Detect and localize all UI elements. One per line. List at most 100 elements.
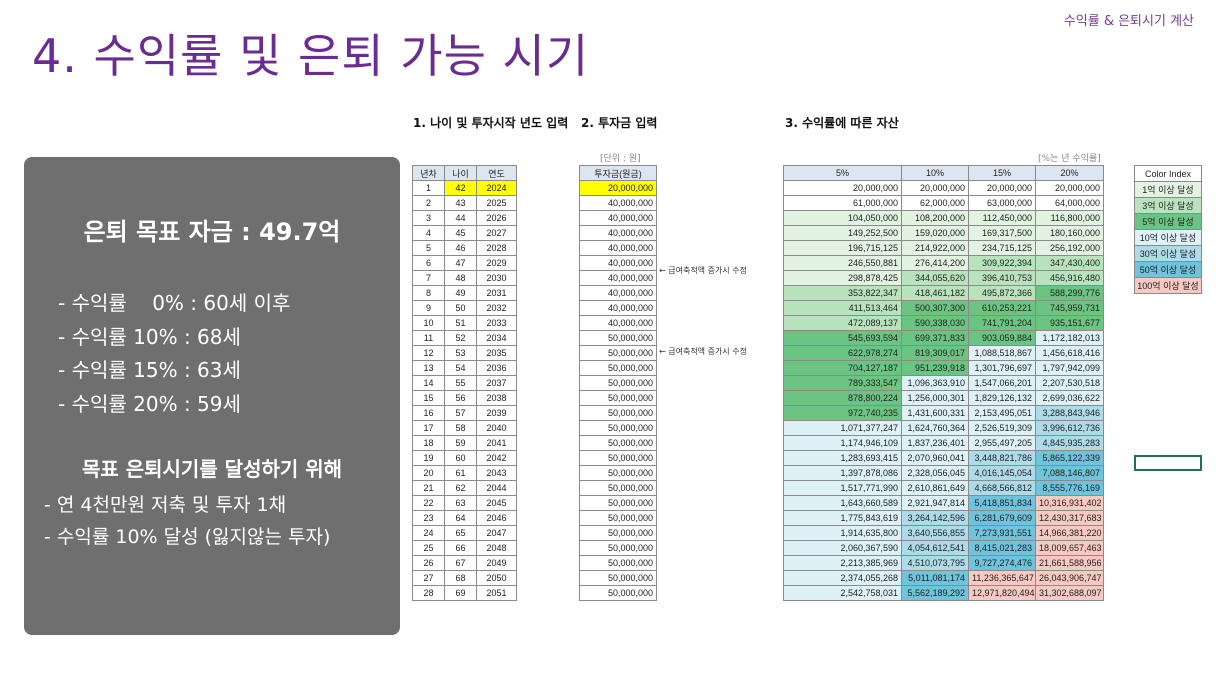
- age-cell[interactable]: 54: [444, 360, 477, 376]
- age-cell[interactable]: 69: [444, 585, 477, 601]
- principal-cell[interactable]: 50,000,000: [579, 375, 657, 391]
- age-cell[interactable]: 65: [444, 525, 477, 541]
- principal-cell[interactable]: 50,000,000: [579, 510, 657, 526]
- year-cell[interactable]: 2051: [476, 585, 517, 601]
- year-cell[interactable]: 2033: [476, 315, 517, 331]
- principal-cell[interactable]: 40,000,000: [579, 300, 657, 316]
- age-cell[interactable]: 50: [444, 300, 477, 316]
- principal-cell[interactable]: 50,000,000: [579, 450, 657, 466]
- year-cell[interactable]: 2028: [476, 240, 517, 256]
- year-cell[interactable]: 2029: [476, 255, 517, 271]
- index-cell[interactable]: 5: [412, 240, 445, 256]
- index-cell[interactable]: 16: [412, 405, 445, 421]
- age-cell[interactable]: 56: [444, 390, 477, 406]
- age-cell[interactable]: 53: [444, 345, 477, 361]
- year-cell[interactable]: 2034: [476, 330, 517, 346]
- age-cell[interactable]: 67: [444, 555, 477, 571]
- index-cell[interactable]: 2: [412, 195, 445, 211]
- index-cell[interactable]: 18: [412, 435, 445, 451]
- age-cell[interactable]: 49: [444, 285, 477, 301]
- principal-cell[interactable]: 50,000,000: [579, 390, 657, 406]
- index-cell[interactable]: 22: [412, 495, 445, 511]
- year-cell[interactable]: 2048: [476, 540, 517, 556]
- year-cell[interactable]: 2027: [476, 225, 517, 241]
- principal-cell[interactable]: 50,000,000: [579, 525, 657, 541]
- age-cell[interactable]: 60: [444, 450, 477, 466]
- index-cell[interactable]: 6: [412, 255, 445, 271]
- principal-cell[interactable]: 40,000,000: [579, 210, 657, 226]
- age-cell[interactable]: 62: [444, 480, 477, 496]
- year-cell[interactable]: 2025: [476, 195, 517, 211]
- age-cell[interactable]: 68: [444, 570, 477, 586]
- index-cell[interactable]: 10: [412, 315, 445, 331]
- year-cell[interactable]: 2049: [476, 555, 517, 571]
- index-cell[interactable]: 27: [412, 570, 445, 586]
- principal-cell[interactable]: 50,000,000: [579, 480, 657, 496]
- index-cell[interactable]: 23: [412, 510, 445, 526]
- index-cell[interactable]: 7: [412, 270, 445, 286]
- index-cell[interactable]: 28: [412, 585, 445, 601]
- age-cell[interactable]: 64: [444, 510, 477, 526]
- principal-cell[interactable]: 50,000,000: [579, 555, 657, 571]
- principal-cell[interactable]: 50,000,000: [579, 330, 657, 346]
- age-cell[interactable]: 51: [444, 315, 477, 331]
- year-cell[interactable]: 2044: [476, 480, 517, 496]
- index-cell[interactable]: 24: [412, 525, 445, 541]
- age-cell[interactable]: 58: [444, 420, 477, 436]
- year-cell[interactable]: 2030: [476, 270, 517, 286]
- age-cell[interactable]: 63: [444, 495, 477, 511]
- principal-cell[interactable]: 40,000,000: [579, 285, 657, 301]
- age-cell[interactable]: 47: [444, 255, 477, 271]
- age-cell[interactable]: 42: [444, 180, 477, 196]
- age-cell[interactable]: 44: [444, 210, 477, 226]
- year-cell[interactable]: 2046: [476, 510, 517, 526]
- index-cell[interactable]: 13: [412, 360, 445, 376]
- age-cell[interactable]: 57: [444, 405, 477, 421]
- year-cell[interactable]: 2036: [476, 360, 517, 376]
- index-cell[interactable]: 4: [412, 225, 445, 241]
- principal-cell[interactable]: 50,000,000: [579, 405, 657, 421]
- principal-cell[interactable]: 50,000,000: [579, 345, 657, 361]
- index-cell[interactable]: 14: [412, 375, 445, 391]
- year-cell[interactable]: 2043: [476, 465, 517, 481]
- principal-cell[interactable]: 50,000,000: [579, 495, 657, 511]
- age-cell[interactable]: 59: [444, 435, 477, 451]
- year-cell[interactable]: 2040: [476, 420, 517, 436]
- principal-cell[interactable]: 50,000,000: [579, 465, 657, 481]
- index-cell[interactable]: 17: [412, 420, 445, 436]
- principal-cell[interactable]: 40,000,000: [579, 225, 657, 241]
- index-cell[interactable]: 3: [412, 210, 445, 226]
- age-cell[interactable]: 61: [444, 465, 477, 481]
- age-cell[interactable]: 46: [444, 240, 477, 256]
- principal-cell[interactable]: 40,000,000: [579, 195, 657, 211]
- principal-cell[interactable]: 40,000,000: [579, 270, 657, 286]
- year-cell[interactable]: 2024: [476, 180, 517, 196]
- index-cell[interactable]: 26: [412, 555, 445, 571]
- principal-cell[interactable]: 40,000,000: [579, 255, 657, 271]
- age-cell[interactable]: 55: [444, 375, 477, 391]
- principal-cell[interactable]: 50,000,000: [579, 420, 657, 436]
- index-cell[interactable]: 9: [412, 300, 445, 316]
- year-cell[interactable]: 2031: [476, 285, 517, 301]
- principal-cell[interactable]: 40,000,000: [579, 240, 657, 256]
- year-cell[interactable]: 2041: [476, 435, 517, 451]
- year-cell[interactable]: 2045: [476, 495, 517, 511]
- principal-cell[interactable]: 50,000,000: [579, 435, 657, 451]
- index-cell[interactable]: 19: [412, 450, 445, 466]
- principal-cell[interactable]: 50,000,000: [579, 585, 657, 601]
- index-cell[interactable]: 11: [412, 330, 445, 346]
- year-cell[interactable]: 2032: [476, 300, 517, 316]
- year-cell[interactable]: 2035: [476, 345, 517, 361]
- principal-cell[interactable]: 50,000,000: [579, 360, 657, 376]
- year-cell[interactable]: 2047: [476, 525, 517, 541]
- principal-cell[interactable]: 20,000,000: [579, 180, 657, 196]
- index-cell[interactable]: 21: [412, 480, 445, 496]
- principal-cell[interactable]: 50,000,000: [579, 540, 657, 556]
- index-cell[interactable]: 20: [412, 465, 445, 481]
- year-cell[interactable]: 2039: [476, 405, 517, 421]
- year-cell[interactable]: 2037: [476, 375, 517, 391]
- age-cell[interactable]: 66: [444, 540, 477, 556]
- index-cell[interactable]: 15: [412, 390, 445, 406]
- age-cell[interactable]: 48: [444, 270, 477, 286]
- index-cell[interactable]: 25: [412, 540, 445, 556]
